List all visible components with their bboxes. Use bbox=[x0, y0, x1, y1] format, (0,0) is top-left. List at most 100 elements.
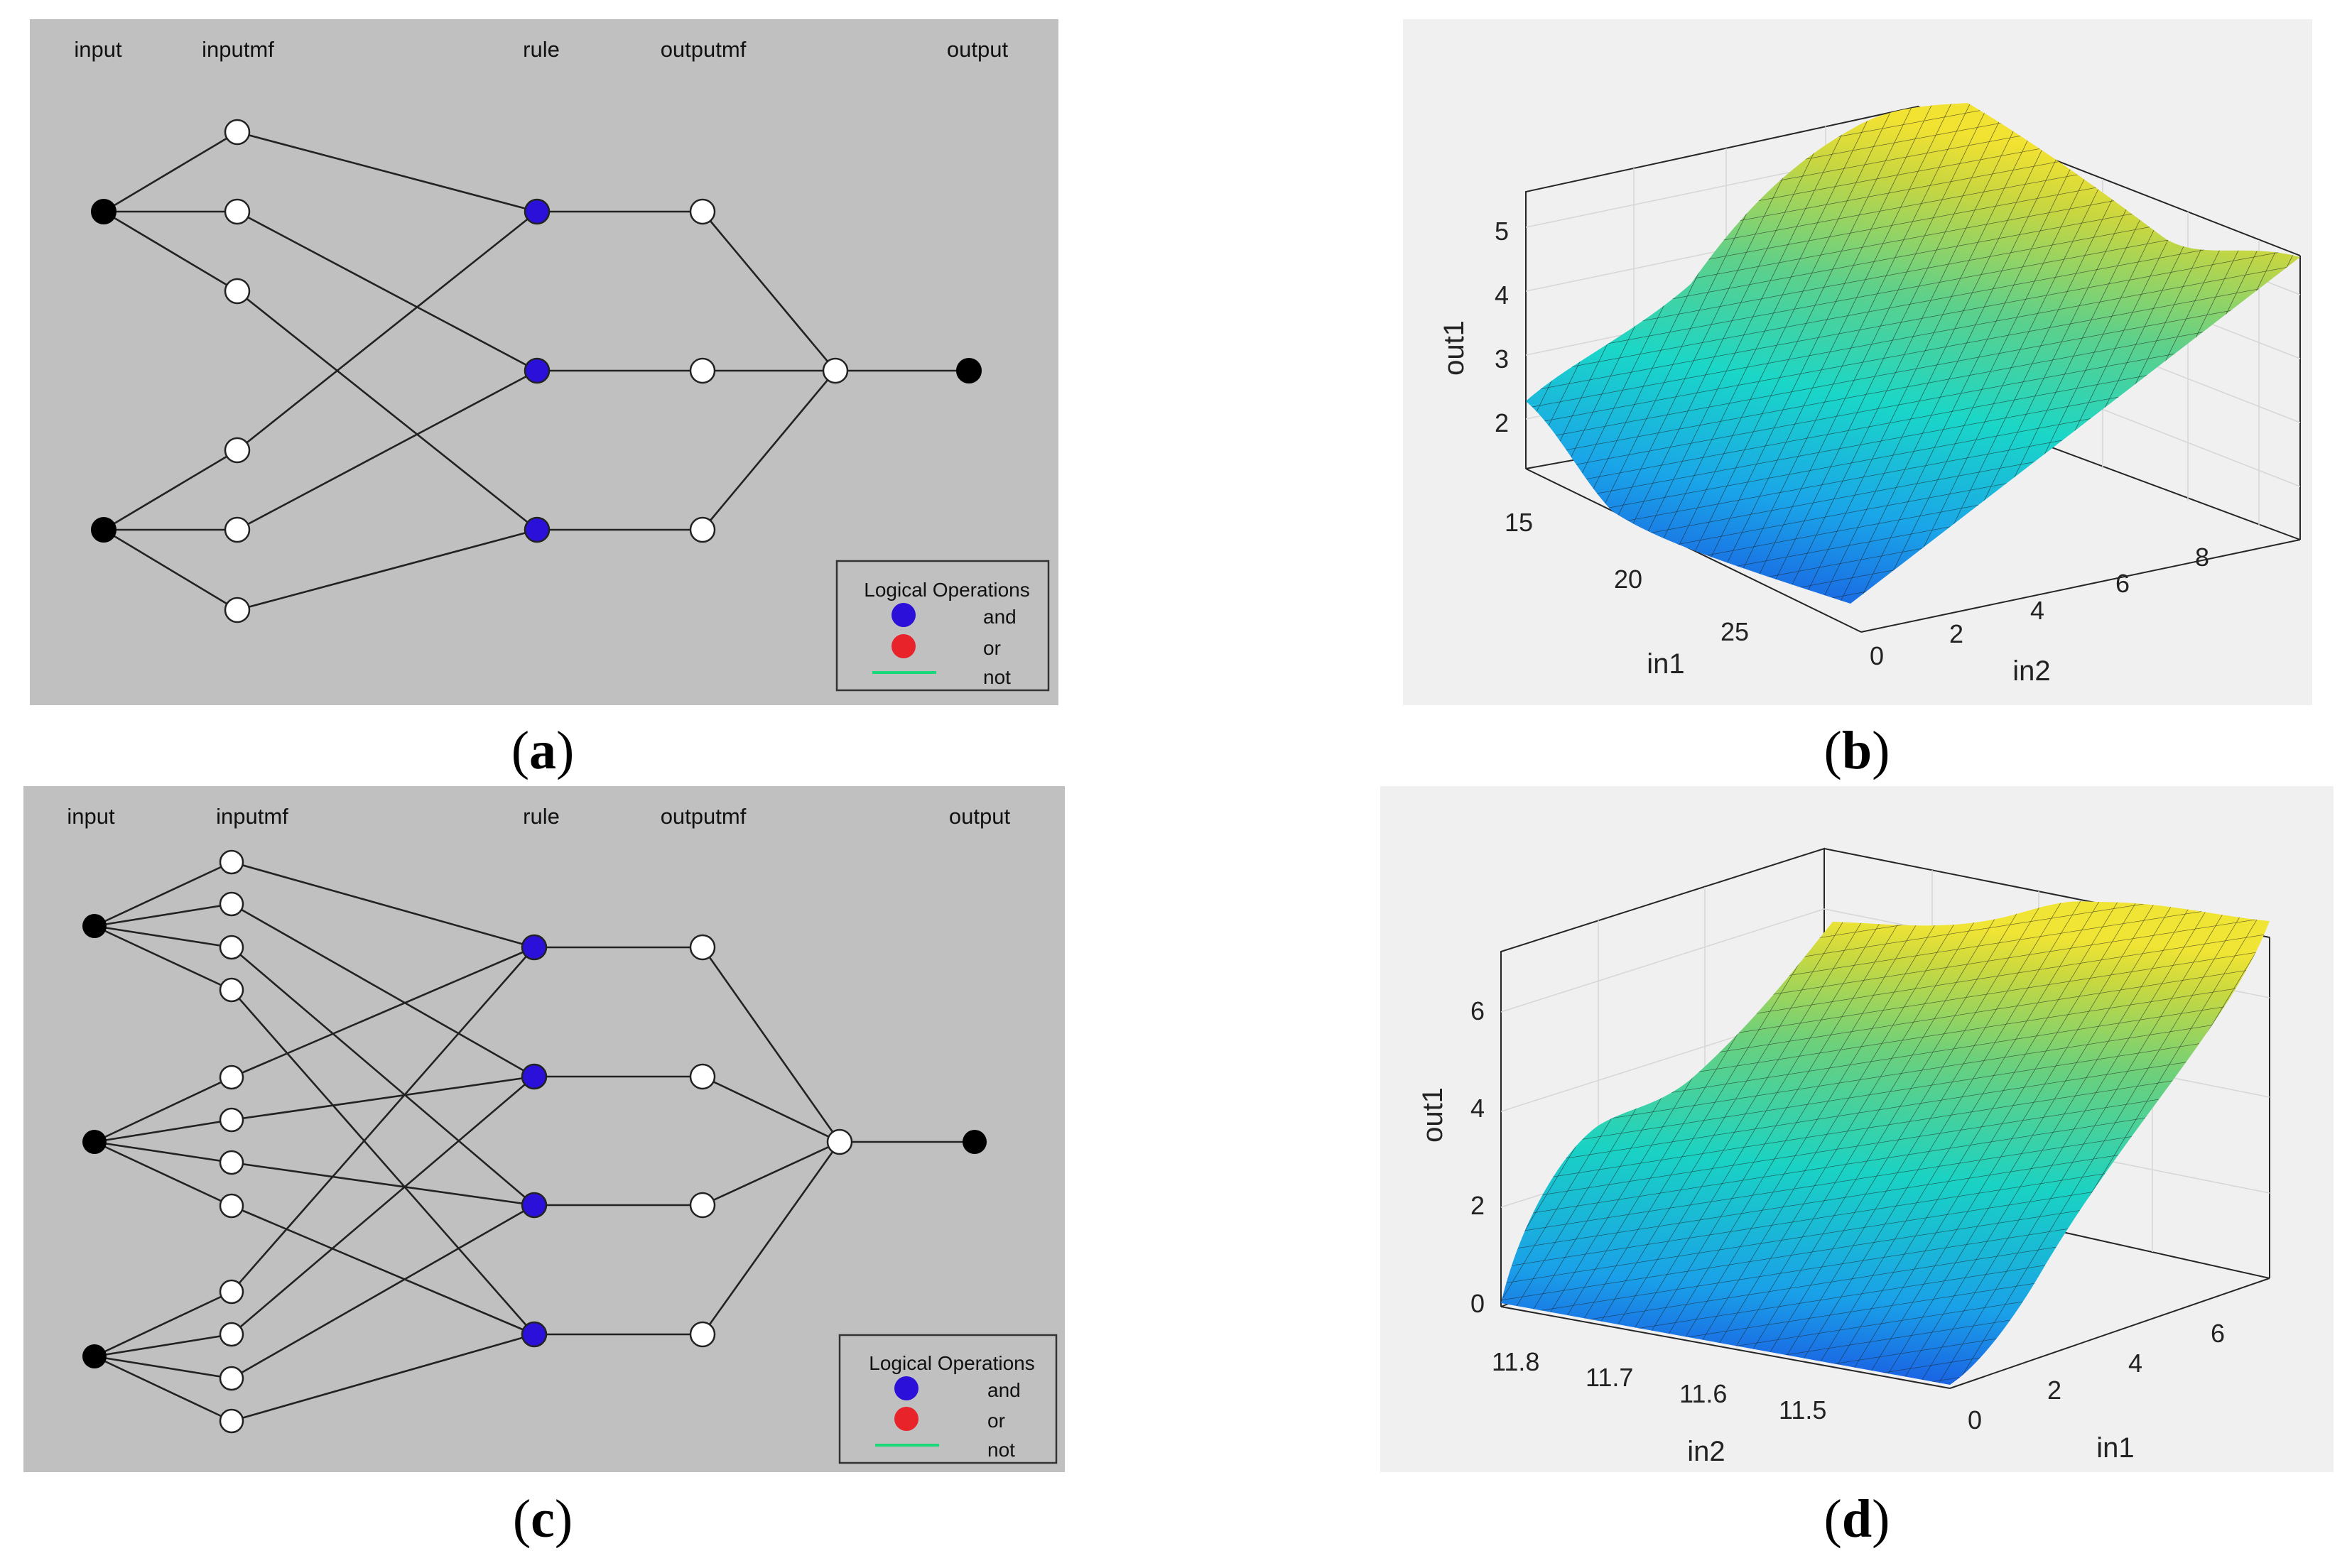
inputmf-node bbox=[219, 977, 244, 1003]
inputmf-node bbox=[219, 1150, 244, 1175]
legend-and: and bbox=[983, 606, 1017, 628]
inputmf-node bbox=[224, 437, 251, 464]
panel-a-edges bbox=[103, 131, 969, 611]
outputmf-node bbox=[689, 357, 716, 384]
outputmf-node bbox=[689, 934, 716, 961]
col-header-outputmf: outputmf bbox=[661, 37, 747, 62]
rule-node bbox=[521, 1321, 548, 1348]
ytick: 2 bbox=[1949, 619, 1963, 648]
caption-a-letter: a bbox=[529, 721, 556, 780]
outputmf-node bbox=[689, 1321, 716, 1348]
inputmf-node bbox=[224, 597, 251, 624]
legend-or: or bbox=[983, 637, 1001, 659]
ztick-2: 2 bbox=[1495, 408, 1509, 437]
ytick: 0 bbox=[1968, 1405, 1982, 1434]
rule-node bbox=[521, 1192, 548, 1219]
svg-text:(a): (a) bbox=[511, 721, 575, 780]
caption-a: (a) bbox=[511, 721, 575, 780]
col-header-rule: rule bbox=[523, 37, 560, 62]
ytick: 6 bbox=[2211, 1319, 2225, 1348]
svg-text:(d): (d) bbox=[1824, 1489, 1890, 1549]
anfis-structure-panel-a: input inputmf rule outputmf output bbox=[30, 19, 1058, 705]
legend-and: and bbox=[987, 1379, 1021, 1401]
panel-a-nodes bbox=[91, 119, 982, 624]
col-header-inputmf: inputmf bbox=[216, 804, 288, 829]
panel-b-xlabel: in1 bbox=[1647, 648, 1684, 680]
panel-d-ylabel: in1 bbox=[2096, 1432, 2134, 1464]
inputmf-node bbox=[219, 1366, 244, 1391]
aggregation-node bbox=[826, 1128, 853, 1155]
panel-d-zlabel: out1 bbox=[1417, 1087, 1448, 1143]
xtick: 20 bbox=[1614, 565, 1642, 594]
inputmf-node bbox=[219, 1107, 244, 1133]
caption-d-letter: d bbox=[1842, 1489, 1872, 1549]
caption-c-letter: c bbox=[531, 1489, 555, 1549]
ytick: 4 bbox=[2030, 596, 2044, 625]
inputmf-node bbox=[224, 516, 251, 543]
rule-node bbox=[524, 198, 551, 225]
or-swatch bbox=[894, 1407, 918, 1431]
output-node bbox=[956, 358, 982, 383]
inputmf-node bbox=[224, 119, 251, 146]
rule-node bbox=[521, 934, 548, 961]
panel-c-nodes bbox=[82, 849, 987, 1434]
legend-not: not bbox=[983, 666, 1011, 688]
xtick: 11.7 bbox=[1586, 1363, 1633, 1392]
panel-b-zlabel: out1 bbox=[1438, 320, 1470, 376]
legend-or: or bbox=[987, 1410, 1005, 1432]
outputmf-node bbox=[689, 198, 716, 225]
panel-b-zticks: 5 4 3 2 bbox=[1495, 217, 1509, 437]
ztick-3: 3 bbox=[1495, 344, 1509, 374]
caption-d: (d) bbox=[1824, 1489, 1890, 1549]
ztick-2: 2 bbox=[1470, 1191, 1485, 1220]
inputmf-node bbox=[219, 891, 244, 917]
inputmf-node bbox=[219, 1408, 244, 1434]
outputmf-node bbox=[689, 1192, 716, 1219]
col-header-rule: rule bbox=[523, 804, 560, 829]
xtick: 25 bbox=[1720, 617, 1749, 646]
ytick: 2 bbox=[2047, 1376, 2061, 1405]
panel-d-zticks: 6 4 2 0 bbox=[1470, 996, 1485, 1318]
input-node bbox=[91, 199, 116, 224]
surface-plot-panel-b: 5 4 3 2 out1 15 20 25 in1 0 2 4 6 8 in2 bbox=[1403, 19, 2312, 705]
inputmf-node bbox=[219, 1065, 244, 1090]
input-node bbox=[82, 1344, 107, 1368]
ytick: 6 bbox=[2115, 569, 2130, 598]
panel-c-edges bbox=[94, 861, 975, 1422]
rule-node bbox=[524, 516, 551, 543]
panel-d-xlabel: in2 bbox=[1687, 1436, 1725, 1467]
outputmf-node bbox=[689, 516, 716, 543]
col-header-input: input bbox=[67, 804, 115, 829]
input-node bbox=[82, 1130, 107, 1154]
inputmf-node bbox=[219, 849, 244, 875]
surface-plot-panel-d: 6 4 2 0 out1 11.8 11.7 11.6 11.5 in2 0 2… bbox=[1380, 786, 2334, 1472]
legend-title: Logical Operations bbox=[864, 579, 1029, 601]
input-node bbox=[91, 517, 116, 543]
col-header-output: output bbox=[947, 37, 1009, 62]
col-header-outputmf: outputmf bbox=[661, 804, 747, 829]
caption-c: (c) bbox=[513, 1489, 573, 1549]
xtick: 11.8 bbox=[1492, 1347, 1539, 1376]
legend-title: Logical Operations bbox=[869, 1352, 1034, 1374]
ytick: 8 bbox=[2195, 543, 2209, 572]
xtick: 11.5 bbox=[1779, 1395, 1826, 1425]
ztick-0: 0 bbox=[1470, 1289, 1485, 1318]
inputmf-node bbox=[219, 1193, 244, 1219]
rule-node bbox=[521, 1063, 548, 1090]
inputmf-node bbox=[219, 935, 244, 960]
outputmf-node bbox=[689, 1063, 716, 1090]
ytick: 0 bbox=[1870, 641, 1884, 670]
logical-operations-legend: Logical Operations and or not bbox=[838, 1334, 1058, 1464]
ztick-4: 4 bbox=[1495, 281, 1509, 310]
rule-node bbox=[524, 357, 551, 384]
input-node bbox=[82, 914, 107, 938]
col-header-inputmf: inputmf bbox=[202, 37, 274, 62]
logical-operations-legend: Logical Operations and or not bbox=[835, 560, 1050, 692]
panel-b-ylabel: in2 bbox=[2012, 655, 2050, 687]
caption-b-letter: b bbox=[1842, 721, 1872, 780]
inputmf-node bbox=[224, 278, 251, 305]
inputmf-node bbox=[219, 1279, 244, 1305]
ztick-4: 4 bbox=[1470, 1094, 1485, 1123]
inputmf-node bbox=[219, 1322, 244, 1347]
and-swatch bbox=[892, 603, 916, 627]
